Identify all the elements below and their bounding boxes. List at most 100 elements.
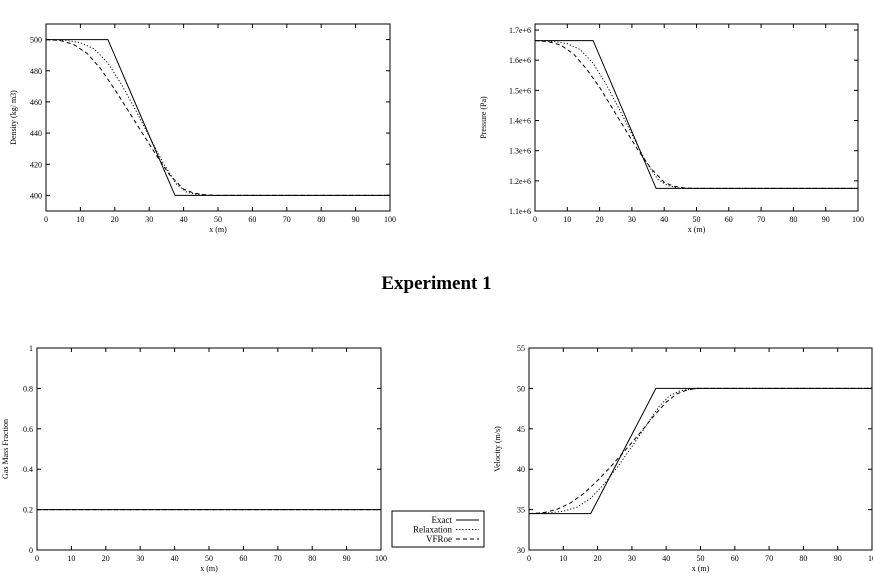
y-tick-label: 35 [517, 506, 525, 515]
x-tick-label: 70 [765, 554, 773, 563]
y-tick-label: 1.5e+6 [509, 86, 531, 95]
y-tick-label: 0.8 [23, 384, 33, 393]
velocity-series-relaxation [528, 387, 872, 515]
y-tick-label: 1 [29, 344, 33, 353]
velocity-series-vfroe [528, 387, 872, 515]
y-tick-label: 1.6e+6 [509, 56, 531, 65]
y-tick-label: 55 [517, 344, 525, 353]
x-tick-label: 10 [67, 554, 75, 563]
x-tick-label: 40 [180, 215, 188, 224]
y-tick-label: 50 [517, 384, 525, 393]
velocity-plot-frame [528, 347, 873, 551]
x-tick-label: 60 [248, 215, 256, 224]
y-tick-label: 1.1e+6 [509, 207, 531, 216]
density-series-exact [46, 39, 390, 196]
pressure-y-axis-label: Pressure (Pa) [479, 96, 488, 139]
y-tick-label: 30 [517, 546, 525, 555]
y-tick-label: 0.4 [23, 465, 33, 474]
x-tick-label: 30 [628, 554, 636, 563]
x-tick-label: 30 [145, 215, 153, 224]
x-tick-label: 10 [559, 554, 567, 563]
experiment-heading: Experiment 1 [381, 273, 492, 294]
density-y-axis-label: Density (kg/ m3) [9, 90, 18, 145]
x-tick-label: 80 [789, 215, 797, 224]
y-tick-label: 480 [30, 67, 42, 76]
y-tick-label: 0.2 [23, 506, 33, 515]
x-tick-label: 80 [799, 554, 807, 563]
velocity-y-axis-label: Velocity (m/s) [493, 426, 502, 472]
y-tick-label: 0.6 [23, 425, 33, 434]
x-tick-label: 70 [274, 554, 282, 563]
x-tick-label: 10 [76, 215, 84, 224]
x-tick-label: 30 [136, 554, 144, 563]
x-tick-label: 0 [44, 215, 48, 224]
y-tick-label: 400 [30, 191, 42, 200]
x-tick-label: 60 [725, 215, 733, 224]
x-tick-label: 90 [352, 215, 360, 224]
density-series-vfroe [45, 39, 390, 196]
density-x-axis-label: x (m) [209, 225, 227, 234]
x-tick-label: 50 [205, 554, 213, 563]
x-tick-label: 90 [343, 554, 351, 563]
x-tick-label: 10 [868, 554, 873, 563]
x-tick-label: 20 [102, 554, 110, 563]
y-tick-label: 420 [30, 160, 42, 169]
x-tick-label: 80 [308, 554, 316, 563]
y-tick-label: 500 [30, 36, 42, 45]
x-tick-label: 50 [697, 554, 705, 563]
x-tick-label: 100 [384, 215, 396, 224]
gas-mass-fraction-y-axis-label: Gas Mass Fraction [1, 419, 10, 479]
x-tick-label: 60 [239, 554, 247, 563]
legend-label: Relaxation [413, 525, 452, 535]
x-tick-label: 90 [822, 215, 830, 224]
x-tick-label: 0 [35, 554, 39, 563]
x-tick-label: 40 [171, 554, 179, 563]
gas-mass-fraction-plot-frame [36, 347, 382, 551]
x-tick-label: 50 [214, 215, 222, 224]
velocity-series-exact [529, 387, 872, 515]
pressure-series-vfroe [534, 40, 858, 189]
x-tick-label: 40 [660, 215, 668, 224]
gas-mass-fraction-x-axis-label: x (m) [200, 564, 218, 573]
legend-box [391, 510, 485, 548]
x-tick-label: 60 [731, 554, 739, 563]
x-tick-label: 90 [834, 554, 842, 563]
y-tick-label: 1.3e+6 [509, 147, 531, 156]
legend-label: VFRoe [426, 534, 452, 544]
x-tick-label: 20 [111, 215, 119, 224]
velocity-x-axis-label: x (m) [692, 564, 710, 573]
x-tick-label: 30 [628, 215, 636, 224]
y-tick-label: 1.7e+6 [509, 26, 531, 35]
y-tick-label: 440 [30, 129, 42, 138]
x-tick-label: 0 [527, 554, 531, 563]
y-tick-label: 45 [517, 425, 525, 434]
x-tick-label: 100 [852, 215, 864, 224]
y-tick-label: 1.4e+6 [509, 117, 531, 126]
x-tick-label: 100 [375, 554, 387, 563]
x-tick-label: 0 [533, 215, 537, 224]
y-tick-label: 0 [29, 546, 33, 555]
y-tick-label: 460 [30, 98, 42, 107]
pressure-x-axis-label: x (m) [688, 225, 706, 234]
density-plot-frame [45, 23, 391, 212]
pressure-plot-frame [534, 23, 859, 212]
velocity-chart: 0 10 20 30 40 50 60 70 80 90 10 30 35 40 45 50 55 x (m) Ve… [493, 344, 873, 573]
pressure-series-relaxation [534, 40, 858, 189]
legend-label: Exact [432, 515, 453, 525]
density-chart: 0 10 20 30 40 50 60 70 80 90 100 400 420 440 460 480 500… [9, 23, 396, 234]
x-tick-label: 70 [283, 215, 291, 224]
x-tick-label: 80 [317, 215, 325, 224]
density-series-relaxation [45, 39, 390, 196]
y-tick-label: 40 [517, 465, 525, 474]
x-tick-label: 10 [563, 215, 571, 224]
pressure-series-exact [535, 40, 858, 189]
gas-mass-fraction-chart: 0 10 20 30 40 50 60 70 80 90 100 0 0.2 0.4 0.6 0.8 1 x (m… [1, 344, 387, 573]
x-tick-label: 70 [757, 215, 765, 224]
x-tick-label: 20 [594, 554, 602, 563]
x-tick-label: 50 [693, 215, 701, 224]
y-tick-label: 1.2e+6 [509, 177, 531, 186]
x-tick-label: 20 [596, 215, 604, 224]
